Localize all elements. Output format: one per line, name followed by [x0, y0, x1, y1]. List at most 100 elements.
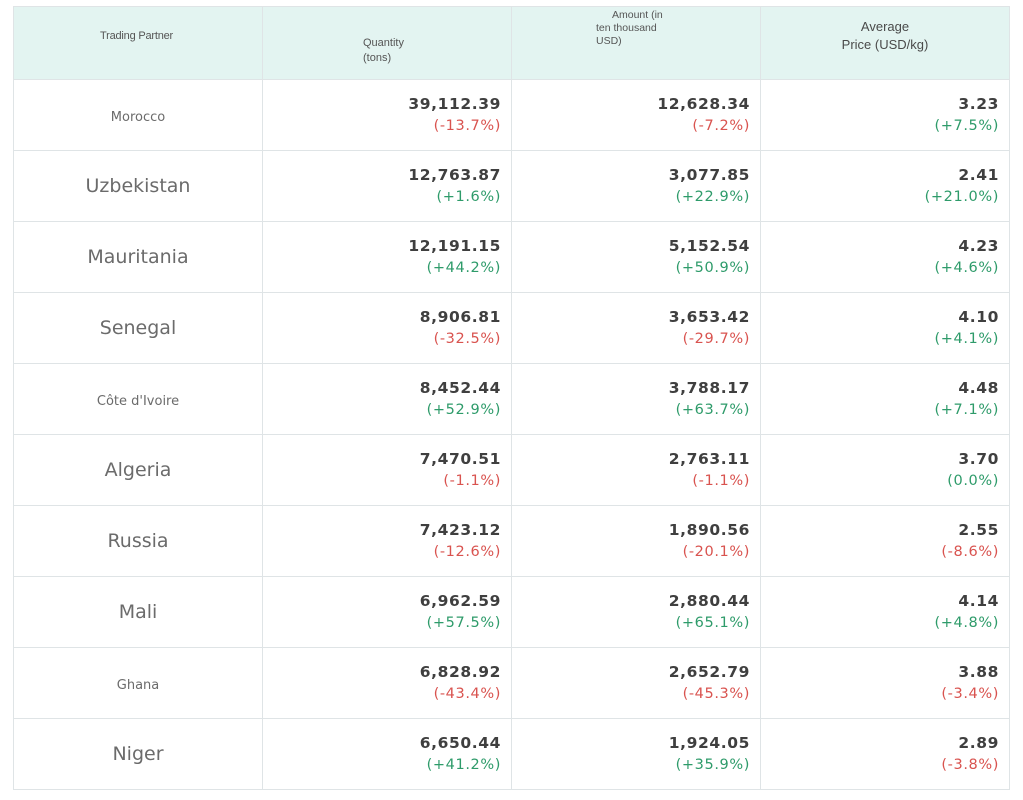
quantity-cell: 39,112.39 (-13.7%) — [262, 79, 512, 151]
partner-name: Niger — [112, 743, 164, 765]
header-quantity: Quantity (tons) — [262, 6, 512, 80]
quantity-value: 6,828.92 — [419, 663, 501, 681]
price-value: 2.55 — [958, 521, 999, 539]
price-cell: 4.23 (+4.6%) — [760, 221, 1010, 293]
partner-name: Uzbekistan — [85, 175, 191, 197]
partner-name: Mauritania — [87, 246, 189, 268]
partner-cell: Mauritania — [13, 221, 263, 293]
amount-change: (+63.7%) — [675, 402, 750, 418]
table-body: Morocco 39,112.39 (-13.7%) 12,628.34 (-7.2%)… — [13, 79, 1010, 790]
quantity-cell: 6,962.59 (+57.5%) — [262, 576, 512, 648]
price-change: (+4.8%) — [934, 615, 999, 631]
price-value: 4.10 — [958, 308, 999, 326]
quantity-cell: 6,650.44 (+41.2%) — [262, 718, 512, 790]
partner-cell: Niger — [13, 718, 263, 790]
amount-value: 12,628.34 — [657, 95, 750, 113]
amount-change: (+65.1%) — [675, 615, 750, 631]
table-row: Algeria 7,470.51 (-1.1%) 2,763.11 (-1.1%) 3.7… — [13, 434, 1010, 506]
table-row: Niger 6,650.44 (+41.2%) 1,924.05 (+35.9%) 2.8… — [13, 718, 1010, 790]
partner-cell: Mali — [13, 576, 263, 648]
table-row: Uzbekistan 12,763.87 (+1.6%) 3,077.85 (+22.9… — [13, 150, 1010, 222]
amount-change: (-45.3%) — [682, 686, 750, 702]
quantity-cell: 7,470.51 (-1.1%) — [262, 434, 512, 506]
quantity-value: 7,423.12 — [419, 521, 501, 539]
header-amount-line2: ten thousand — [596, 22, 657, 34]
table-row: Mali 6,962.59 (+57.5%) 2,880.44 (+65.1%) 4.14… — [13, 576, 1010, 648]
header-price-label: Average Price (USD/kg) — [761, 18, 1009, 54]
quantity-value: 7,470.51 — [419, 450, 501, 468]
amount-value: 2,763.11 — [668, 450, 750, 468]
header-price-line1: Average — [860, 19, 910, 34]
partner-name: Ghana — [116, 677, 160, 693]
amount-value: 2,880.44 — [668, 592, 750, 610]
header-amount-label: Amount (in ten thousand USD) — [596, 9, 663, 48]
partner-name: Mali — [118, 601, 158, 623]
amount-change: (-29.7%) — [682, 331, 750, 347]
quantity-value: 39,112.39 — [408, 95, 501, 113]
price-value: 3.88 — [958, 663, 999, 681]
table-row: Ghana 6,828.92 (-43.4%) 2,652.79 (-45.3%) 3.8… — [13, 647, 1010, 719]
amount-cell: 12,628.34 (-7.2%) — [511, 79, 761, 151]
partner-cell: Morocco — [13, 79, 263, 151]
price-change: (+4.6%) — [934, 260, 999, 276]
price-value: 4.23 — [958, 237, 999, 255]
price-cell: 2.89 (-3.8%) — [760, 718, 1010, 790]
amount-value: 2,652.79 — [668, 663, 750, 681]
quantity-change: (+41.2%) — [426, 757, 501, 773]
price-cell: 3.88 (-3.4%) — [760, 647, 1010, 719]
price-value: 3.70 — [958, 450, 999, 468]
amount-change: (-20.1%) — [682, 544, 750, 560]
amount-value: 3,788.17 — [668, 379, 750, 397]
header-price-line2: Price (USD/kg) — [841, 37, 929, 52]
amount-cell: 2,880.44 (+65.1%) — [511, 576, 761, 648]
quantity-change: (-13.7%) — [433, 118, 501, 134]
table-row: Senegal 8,906.81 (-32.5%) 3,653.42 (-29.7%) 4… — [13, 292, 1010, 364]
price-cell: 3.23 (+7.5%) — [760, 79, 1010, 151]
price-change: (-8.6%) — [941, 544, 999, 560]
price-value: 4.48 — [958, 379, 999, 397]
quantity-value: 8,452.44 — [419, 379, 501, 397]
amount-change: (+22.9%) — [675, 189, 750, 205]
quantity-value: 12,763.87 — [408, 166, 501, 184]
price-change: (+4.1%) — [934, 331, 999, 347]
header-partner-label: Trading Partner — [100, 30, 174, 42]
quantity-change: (+57.5%) — [426, 615, 501, 631]
partner-cell: Côte d'Ivoire — [13, 363, 263, 435]
quantity-change: (-12.6%) — [433, 544, 501, 560]
header-quantity-line2: (tons) — [363, 52, 392, 64]
partner-name: Morocco — [110, 109, 166, 125]
price-change: (+21.0%) — [924, 189, 999, 205]
amount-cell: 2,763.11 (-1.1%) — [511, 434, 761, 506]
table-row: Côte d'Ivoire 8,452.44 (+52.9%) 3,788.17 (+6… — [13, 363, 1010, 435]
price-value: 4.14 — [958, 592, 999, 610]
trade-partner-table: Trading Partner Quantity (tons) Amount (… — [13, 6, 1010, 790]
price-value: 2.89 — [958, 734, 999, 752]
price-change: (0.0%) — [947, 473, 999, 489]
price-cell: 4.48 (+7.1%) — [760, 363, 1010, 435]
table-header: Trading Partner Quantity (tons) Amount (… — [13, 6, 1010, 80]
price-cell: 3.70 (0.0%) — [760, 434, 1010, 506]
partner-cell: Algeria — [13, 434, 263, 506]
header-amount-line1: Amount (in — [612, 9, 663, 21]
amount-cell: 3,653.42 (-29.7%) — [511, 292, 761, 364]
amount-value: 5,152.54 — [668, 237, 750, 255]
table-row: Morocco 39,112.39 (-13.7%) 12,628.34 (-7.2%)… — [13, 79, 1010, 151]
header-partner: Trading Partner — [13, 6, 263, 80]
amount-cell: 3,077.85 (+22.9%) — [511, 150, 761, 222]
partner-name: Senegal — [99, 317, 177, 339]
quantity-change: (+44.2%) — [426, 260, 501, 276]
amount-cell: 2,652.79 (-45.3%) — [511, 647, 761, 719]
price-value: 3.23 — [958, 95, 999, 113]
partner-name: Côte d'Ivoire — [96, 393, 180, 409]
header-amount-line3: USD) — [596, 35, 622, 47]
quantity-change: (-1.1%) — [443, 473, 501, 489]
price-cell: 4.14 (+4.8%) — [760, 576, 1010, 648]
amount-change: (+50.9%) — [675, 260, 750, 276]
price-cell: 4.10 (+4.1%) — [760, 292, 1010, 364]
partner-name: Algeria — [104, 459, 172, 481]
quantity-value: 12,191.15 — [408, 237, 501, 255]
amount-value: 3,077.85 — [668, 166, 750, 184]
amount-value: 1,924.05 — [668, 734, 750, 752]
amount-cell: 5,152.54 (+50.9%) — [511, 221, 761, 293]
quantity-cell: 8,906.81 (-32.5%) — [262, 292, 512, 364]
